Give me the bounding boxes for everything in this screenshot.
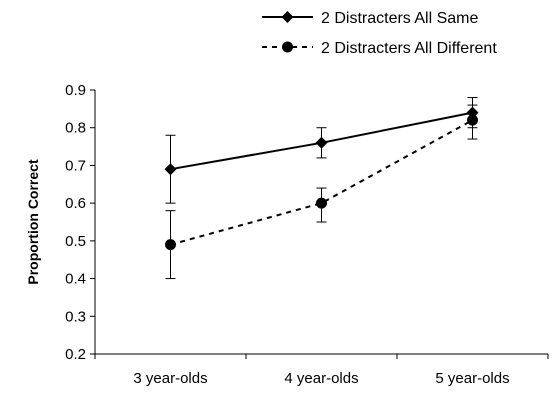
y-tick-label: 0.9 <box>65 82 86 99</box>
legend-label: 2 Distracters All Same <box>321 10 478 27</box>
y-axis-label: Proportion Correct <box>25 159 41 285</box>
y-tick-label: 0.2 <box>65 346 86 363</box>
data-point <box>315 136 328 149</box>
data-point <box>316 197 327 209</box>
legend-label: 2 Distracters All Different <box>321 40 497 57</box>
legend-marker <box>282 41 293 53</box>
y-tick-label: 0.3 <box>65 308 86 325</box>
data-point <box>164 163 177 176</box>
axes: 0.2 0.3 0.4 0.5 0.6 0.7 0.8 0.9 3 year-olds 4 yea… <box>65 82 549 387</box>
x-tick-label: 3 year-olds <box>133 370 207 387</box>
legend-item: 2 Distracters All Different <box>262 40 497 57</box>
y-tick-label: 0.8 <box>65 120 86 137</box>
x-tick-label: 5 year-olds <box>435 370 509 387</box>
y-tick-label: 0.6 <box>65 195 86 212</box>
markers <box>164 106 479 251</box>
y-tick-label: 0.5 <box>65 233 86 250</box>
legend: 2 Distracters All Same 2 Distracters All … <box>262 10 497 57</box>
error-bars <box>165 97 478 280</box>
legend-marker <box>281 11 294 23</box>
y-tick-label: 0.4 <box>65 271 86 288</box>
legend-item: 2 Distracters All Same <box>262 10 478 27</box>
x-tick-label: 4 year-olds <box>284 370 358 387</box>
data-point <box>165 239 176 251</box>
series-line <box>170 119 473 246</box>
y-tick-label: 0.7 <box>65 157 86 174</box>
data-point <box>467 114 478 126</box>
